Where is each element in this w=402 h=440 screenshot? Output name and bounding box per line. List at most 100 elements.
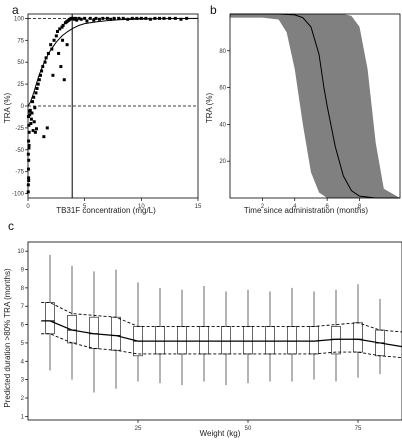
x-tick-label: 8	[358, 204, 362, 210]
y-tick-label: 8	[21, 286, 25, 292]
box	[353, 322, 363, 353]
scatter-point	[36, 82, 40, 86]
scatter-point	[35, 86, 39, 90]
scatter-point	[148, 17, 152, 21]
median-trend-line	[41, 320, 402, 348]
y-tick-label: 5	[21, 341, 25, 347]
scatter-point	[94, 16, 98, 20]
scatter-point	[40, 69, 44, 73]
x-tick-label: 15	[195, 204, 202, 210]
panel-a: a 0 5 10 15 -100 -75 -50 -25 0 25 50 75 100 TB31F co…	[3, 3, 202, 215]
y-tick-label: 80	[219, 49, 226, 55]
scatter-point	[61, 38, 65, 42]
y-tick-label: 1	[21, 414, 25, 420]
box	[243, 326, 253, 355]
prediction-band	[230, 14, 400, 198]
scatter-point	[58, 27, 62, 31]
box	[111, 316, 121, 351]
panel-b-letter: b	[210, 3, 217, 17]
box	[221, 326, 231, 355]
panel-a-letter: a	[12, 3, 19, 17]
scatter-point	[162, 16, 166, 20]
scatter-point	[144, 16, 148, 20]
y-tick-label: 9	[21, 268, 25, 274]
scatter-point	[29, 122, 33, 126]
scatter-point	[157, 16, 161, 20]
scatter-point	[33, 130, 37, 134]
panel-c-letter: c	[8, 219, 14, 233]
y-tick-label: 3	[21, 378, 25, 384]
panel-b-y-title: TRA (%)	[205, 93, 214, 124]
y-tick-label: 40	[219, 122, 226, 128]
panel-b-x-title: Time since administration (months)	[244, 206, 369, 215]
x-tick-label: 0	[26, 204, 30, 210]
scatter-point	[139, 16, 143, 20]
scatter-point	[126, 17, 130, 21]
scatter-point	[49, 43, 53, 47]
panel-b-ticks: 2 4 6 8 20 40 60 80	[219, 49, 362, 210]
scatter-point	[77, 16, 81, 20]
scatter-point	[37, 78, 41, 82]
scatter-point	[52, 38, 56, 42]
scatter-point	[27, 139, 31, 143]
x-tick-label: 50	[245, 426, 252, 432]
scatter-point	[97, 17, 101, 21]
scatter-point	[26, 190, 30, 194]
scatter-point	[35, 127, 38, 131]
scatter-point	[105, 16, 109, 20]
panel-a-ticks: 0 5 10 15 -100 -75 -50 -25 0 25 50 75 100	[12, 16, 202, 210]
scatter-point	[60, 25, 64, 29]
scatter-point	[27, 178, 31, 182]
box	[309, 326, 319, 355]
panel-c-frame	[27, 241, 402, 421]
y-tick-label: 6	[21, 323, 25, 329]
y-tick-label: 2	[21, 396, 25, 402]
scatter-point	[173, 16, 177, 20]
scatter-point	[83, 16, 87, 20]
box	[331, 326, 341, 355]
scatter-point	[27, 158, 31, 162]
y-tick-label: 7	[21, 304, 25, 310]
scatter-point	[27, 176, 31, 180]
y-tick-label: 50	[17, 60, 24, 66]
x-tick-label: 5	[83, 204, 87, 210]
scatter-point	[44, 56, 48, 60]
scatter-point	[74, 16, 78, 20]
lower-interval-line	[41, 333, 402, 359]
scatter-point	[45, 126, 49, 130]
y-tick-label: -50	[15, 148, 24, 154]
scatter-point	[112, 16, 116, 20]
box	[265, 326, 275, 355]
panel-c-x-title: Weight (kg)	[200, 429, 241, 438]
scatter-point	[46, 51, 50, 55]
scatter-point	[26, 152, 30, 156]
panel-a-y-title: TRA (%)	[3, 93, 12, 124]
y-tick-label: 25	[17, 82, 24, 88]
scatter-point	[88, 16, 92, 20]
scatter-point	[130, 16, 134, 20]
scatter-point	[29, 117, 33, 121]
upper-interval-line	[41, 302, 402, 333]
scatter-point	[153, 16, 157, 20]
x-tick-label: 2	[261, 204, 265, 210]
x-tick-label: 10	[138, 204, 145, 210]
scatter-point	[135, 16, 139, 20]
scatter-point	[109, 17, 113, 21]
scatter-point	[28, 108, 32, 112]
box	[177, 326, 187, 355]
scatter-point	[27, 123, 31, 127]
y-tick-label: 20	[219, 159, 226, 165]
y-tick-label: -100	[12, 192, 25, 198]
x-tick-label: 4	[293, 204, 297, 210]
scatter-point	[50, 47, 54, 51]
x-tick-label: 75	[355, 426, 362, 432]
scatter-point	[168, 16, 172, 20]
scatter-point	[121, 16, 125, 20]
scatter-point	[59, 65, 63, 69]
scatter-point	[61, 23, 65, 27]
scatter-point	[33, 106, 37, 110]
y-tick-label: -75	[15, 170, 24, 176]
scatter-point	[41, 65, 45, 69]
scatter-point	[32, 95, 36, 99]
panel-c-marks	[41, 254, 402, 393]
